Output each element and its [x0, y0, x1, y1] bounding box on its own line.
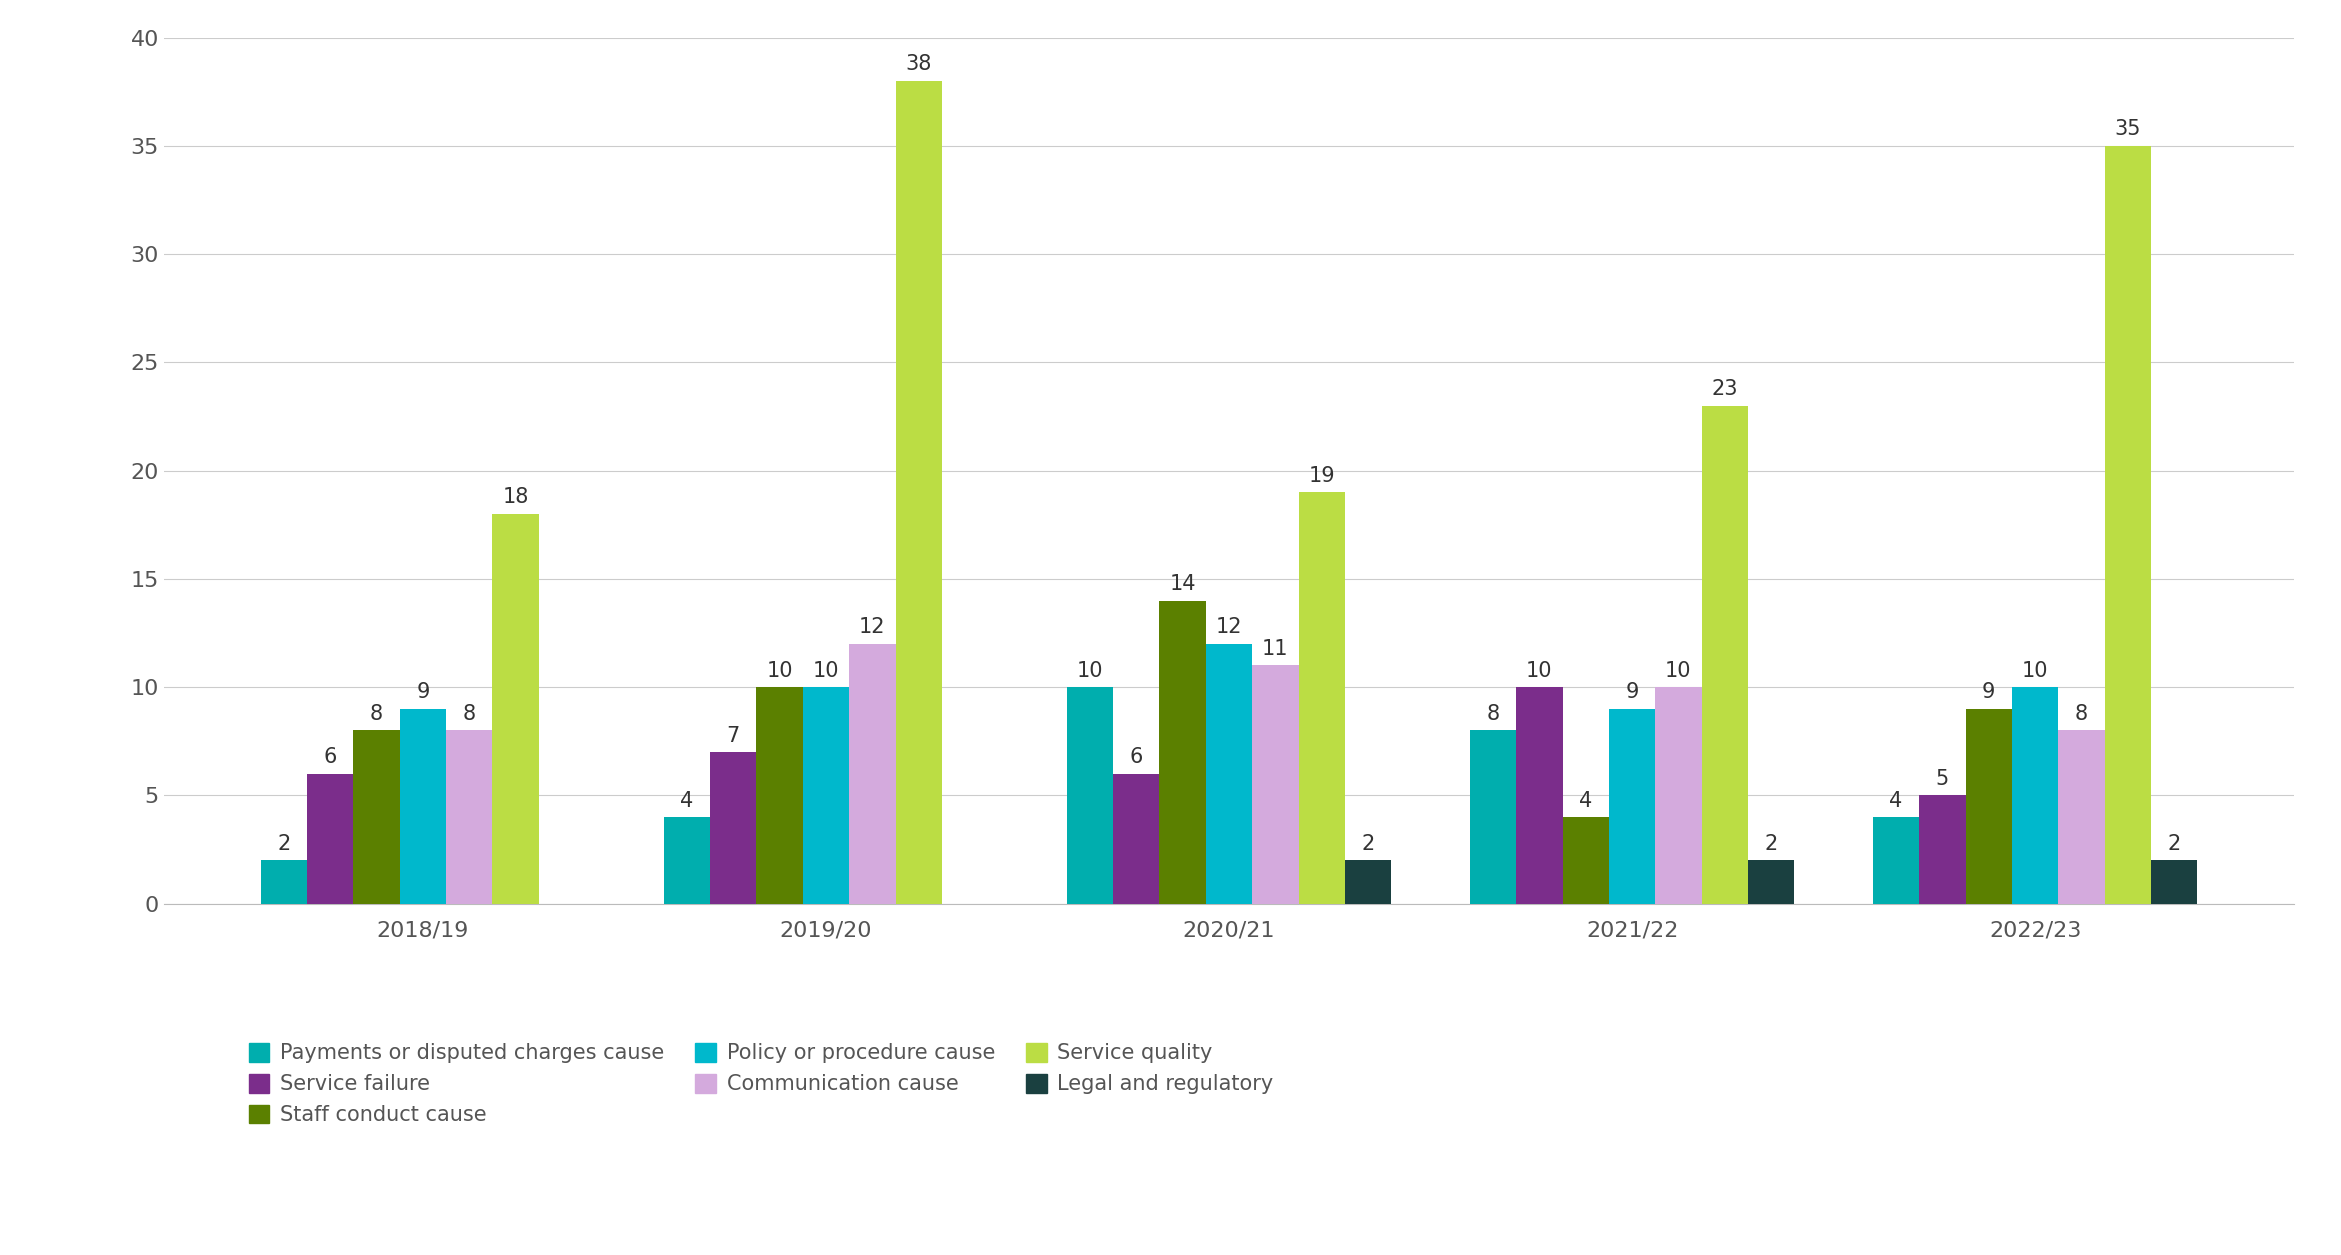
Text: 10: 10	[1526, 660, 1552, 680]
Bar	[1966, 709, 2011, 904]
Text: 19: 19	[1309, 466, 1334, 486]
Text: 7: 7	[726, 725, 740, 745]
Text: 6: 6	[323, 747, 337, 767]
Text: 5: 5	[1936, 769, 1950, 789]
Text: 23: 23	[1711, 379, 1737, 399]
Text: 14: 14	[1170, 574, 1196, 594]
Bar	[1470, 730, 1517, 904]
Text: 4: 4	[1580, 791, 1592, 811]
Text: 9: 9	[1983, 683, 1995, 703]
Bar	[307, 773, 353, 904]
Bar	[260, 861, 307, 904]
Text: 2: 2	[276, 833, 290, 853]
Bar	[803, 686, 850, 904]
Bar	[1655, 686, 1702, 904]
Bar	[1608, 709, 1655, 904]
Bar	[1517, 686, 1561, 904]
Bar	[447, 730, 492, 904]
Text: 11: 11	[1262, 639, 1288, 659]
Bar	[2058, 730, 2105, 904]
Text: 2: 2	[1362, 833, 1374, 853]
Text: 8: 8	[2074, 704, 2088, 724]
Legend: Payments or disputed charges cause, Service failure, Staff conduct cause, Policy: Payments or disputed charges cause, Serv…	[239, 1033, 1285, 1136]
Text: 10: 10	[2023, 660, 2048, 680]
Bar	[2151, 861, 2198, 904]
Bar	[1920, 796, 1966, 904]
Text: 9: 9	[417, 683, 431, 703]
Text: 2: 2	[2168, 833, 2182, 853]
Bar	[400, 709, 447, 904]
Bar	[2105, 146, 2151, 904]
Text: 8: 8	[1487, 704, 1501, 724]
Text: 38: 38	[906, 54, 932, 74]
Bar	[1702, 405, 1749, 904]
Bar	[1344, 861, 1391, 904]
Text: 8: 8	[370, 704, 384, 724]
Text: 10: 10	[812, 660, 838, 680]
Text: 10: 10	[766, 660, 794, 680]
Text: 8: 8	[464, 704, 475, 724]
Text: 12: 12	[859, 617, 885, 638]
Text: 9: 9	[1625, 683, 1639, 703]
Bar	[1749, 861, 1793, 904]
Bar	[665, 817, 709, 904]
Bar	[709, 752, 756, 904]
Bar	[1299, 492, 1344, 904]
Bar	[1114, 773, 1159, 904]
Bar	[492, 515, 538, 904]
Text: 4: 4	[1889, 791, 1903, 811]
Bar	[1206, 644, 1252, 904]
Text: 12: 12	[1215, 617, 1243, 638]
Text: 4: 4	[681, 791, 693, 811]
Bar	[1873, 817, 1920, 904]
Text: 10: 10	[1077, 660, 1103, 680]
Text: 10: 10	[1664, 660, 1693, 680]
Bar	[2011, 686, 2058, 904]
Bar	[353, 730, 400, 904]
Bar	[850, 644, 897, 904]
Bar	[1561, 817, 1608, 904]
Text: 6: 6	[1131, 747, 1142, 767]
Bar	[1159, 601, 1206, 904]
Text: 2: 2	[1765, 833, 1777, 853]
Bar	[897, 82, 941, 904]
Bar	[1067, 686, 1114, 904]
Bar	[1252, 665, 1299, 904]
Bar	[756, 686, 803, 904]
Text: 35: 35	[2114, 119, 2142, 139]
Text: 18: 18	[503, 487, 529, 507]
